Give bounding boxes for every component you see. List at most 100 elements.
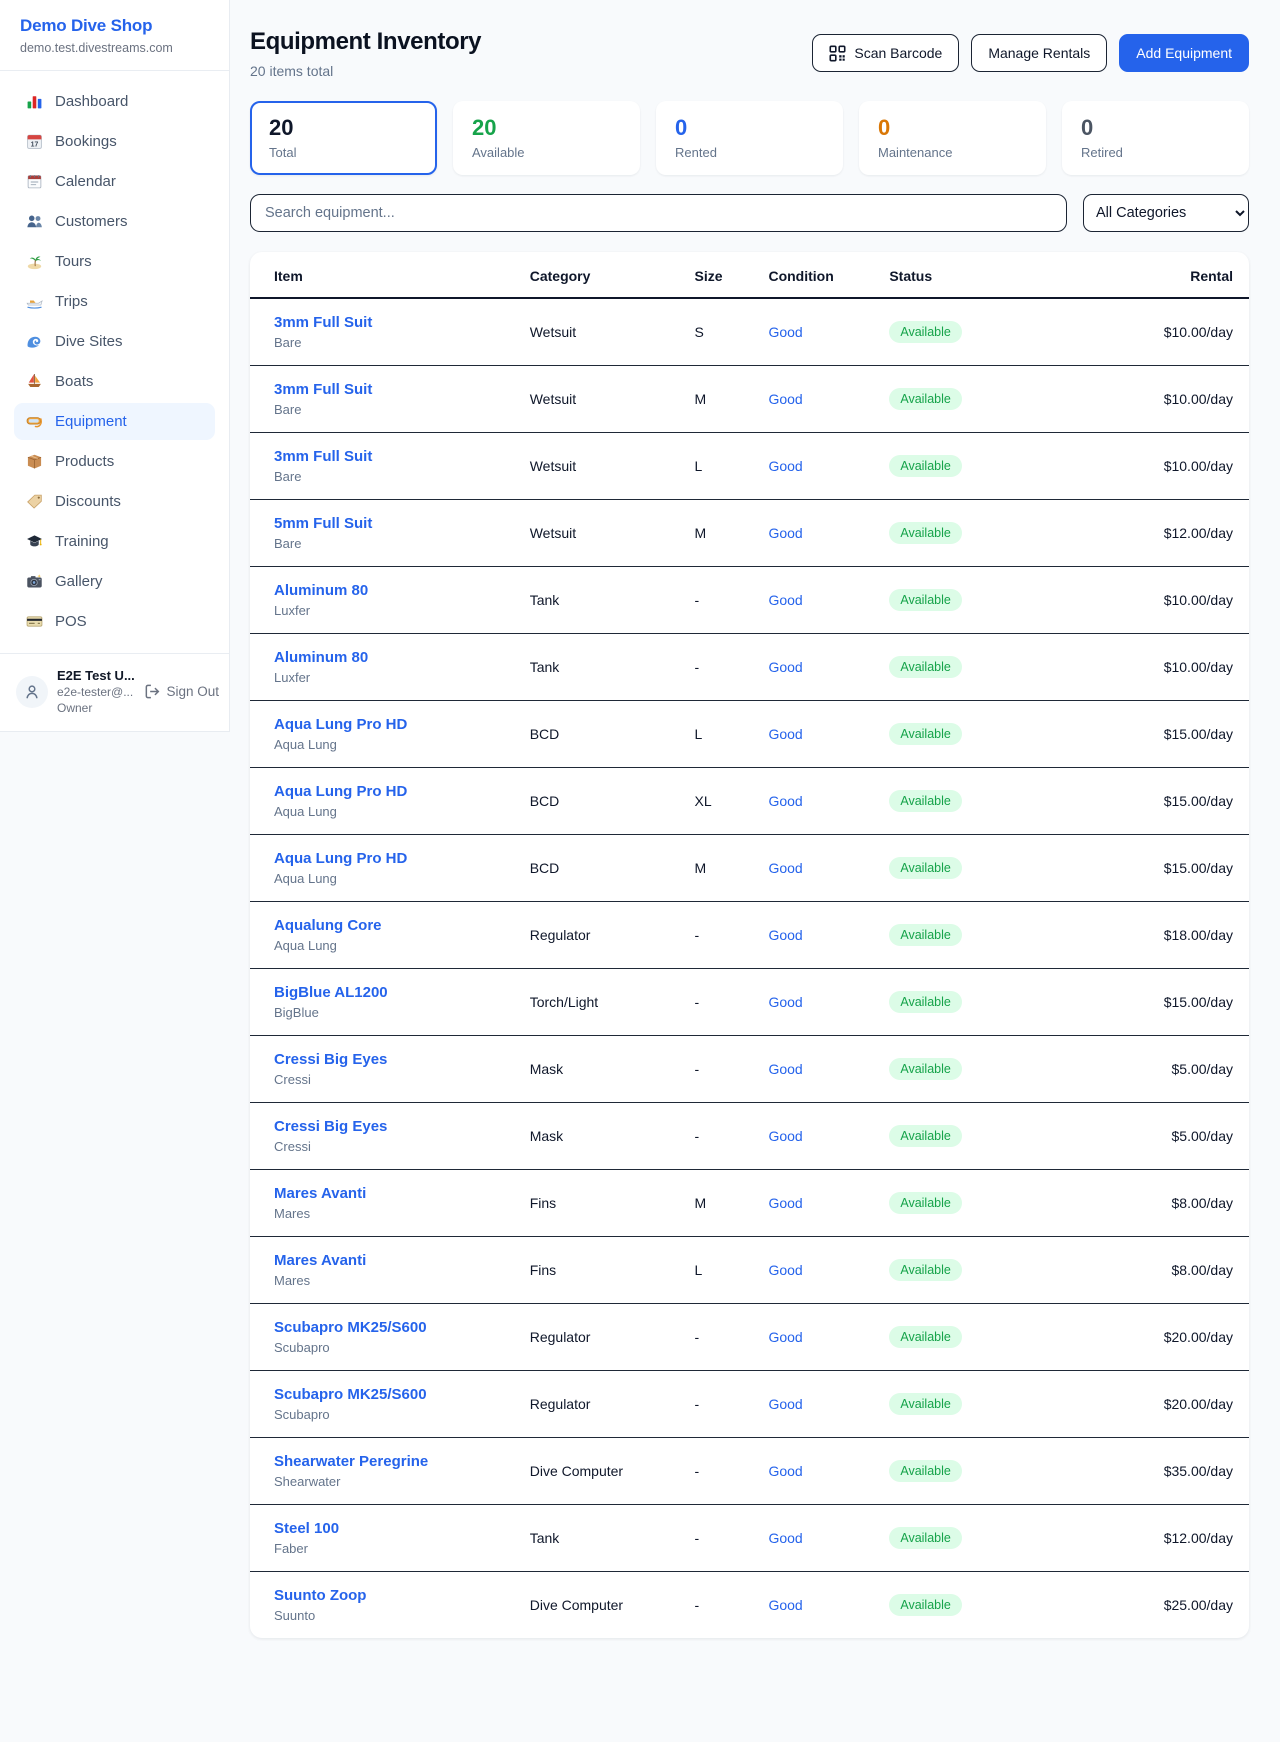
item-name-link[interactable]: 5mm Full Suit xyxy=(274,515,373,532)
item-name-link[interactable]: Aluminum 80 xyxy=(274,649,369,666)
sidebar-item-gallery[interactable]: Gallery xyxy=(14,563,215,600)
item-name-link[interactable]: Steel 100 xyxy=(274,1520,340,1537)
item-condition-link[interactable]: Good xyxy=(768,860,803,876)
status-badge: Available xyxy=(889,1259,962,1281)
item-condition-link[interactable]: Good xyxy=(768,659,803,675)
item-condition-cell: Good xyxy=(756,1370,878,1438)
status-badge: Available xyxy=(889,1058,962,1080)
item-name-link[interactable]: Suunto Zoop xyxy=(274,1587,367,1604)
scan-barcode-button[interactable]: Scan Barcode xyxy=(812,34,960,72)
tag-icon xyxy=(26,493,43,510)
item-condition-cell: Good xyxy=(756,1437,878,1505)
item-rental: $15.00/day xyxy=(1001,700,1249,768)
stat-card[interactable]: 0 Maintenance xyxy=(859,101,1046,175)
stat-card[interactable]: 0 Retired xyxy=(1062,101,1249,175)
sidebar-item-label: Trips xyxy=(55,293,88,310)
package-icon xyxy=(26,453,43,470)
search-input[interactable] xyxy=(250,194,1067,232)
item-name-link[interactable]: Aqua Lung Pro HD xyxy=(274,716,408,733)
sidebar-item-label: Bookings xyxy=(55,133,117,150)
item-condition-link[interactable]: Good xyxy=(768,324,803,340)
item-condition-link[interactable]: Good xyxy=(768,458,803,474)
stat-card[interactable]: 20 Available xyxy=(453,101,640,175)
item-condition-cell: Good xyxy=(756,968,878,1036)
item-condition-link[interactable]: Good xyxy=(768,793,803,809)
item-condition-cell: Good xyxy=(756,365,878,433)
item-name-link[interactable]: Cressi Big Eyes xyxy=(274,1118,388,1135)
item-status-cell: Available xyxy=(877,1437,1002,1505)
item-condition-link[interactable]: Good xyxy=(768,1530,803,1546)
sidebar-item-boats[interactable]: Boats xyxy=(14,363,215,400)
item-name-link[interactable]: 3mm Full Suit xyxy=(274,448,373,465)
status-badge: Available xyxy=(889,790,962,812)
item-condition-link[interactable]: Good xyxy=(768,726,803,742)
item-condition-link[interactable]: Good xyxy=(768,525,803,541)
item-condition-link[interactable]: Good xyxy=(768,994,803,1010)
status-badge: Available xyxy=(889,455,962,477)
item-cell: Mares Avanti Mares xyxy=(250,1236,518,1304)
item-name-link[interactable]: Aqua Lung Pro HD xyxy=(274,783,408,800)
manage-rentals-button[interactable]: Manage Rentals xyxy=(971,34,1108,72)
item-condition-link[interactable]: Good xyxy=(768,592,803,608)
stat-card[interactable]: 0 Rented xyxy=(656,101,843,175)
sidebar-item-products[interactable]: Products xyxy=(14,443,215,480)
item-name-link[interactable]: 3mm Full Suit xyxy=(274,381,373,398)
item-name-link[interactable]: 3mm Full Suit xyxy=(274,314,373,331)
sidebar-item-dashboard[interactable]: Dashboard xyxy=(14,83,215,120)
stat-card[interactable]: 20 Total xyxy=(250,101,437,175)
item-brand: Suunto xyxy=(274,1608,316,1623)
item-name-link[interactable]: Scubapro MK25/S600 xyxy=(274,1319,427,1336)
sidebar-item-dive-sites[interactable]: Dive Sites xyxy=(14,323,215,360)
item-name-link[interactable]: BigBlue AL1200 xyxy=(274,984,388,1001)
item-name-link[interactable]: Cressi Big Eyes xyxy=(274,1051,388,1068)
item-name-link[interactable]: Mares Avanti xyxy=(274,1252,367,1269)
item-condition-link[interactable]: Good xyxy=(768,1329,803,1345)
sidebar-item-equipment[interactable]: Equipment xyxy=(14,403,215,440)
sidebar-item-label: Gallery xyxy=(55,573,103,590)
status-badge: Available xyxy=(889,1326,962,1348)
item-status-cell: Available xyxy=(877,767,1002,835)
item-name-link[interactable]: Aqua Lung Pro HD xyxy=(274,850,408,867)
item-status-cell: Available xyxy=(877,499,1002,567)
item-name-link[interactable]: Scubapro MK25/S600 xyxy=(274,1386,427,1403)
user-info: E2E Test U... e2e-tester@... Owner xyxy=(57,668,135,715)
item-name-link[interactable]: Mares Avanti xyxy=(274,1185,367,1202)
item-status-cell: Available xyxy=(877,1236,1002,1304)
item-cell: Shearwater Peregrine Shearwater xyxy=(250,1437,518,1505)
add-equipment-button[interactable]: Add Equipment xyxy=(1119,34,1249,72)
item-cell: Cressi Big Eyes Cressi xyxy=(250,1102,518,1170)
item-condition-link[interactable]: Good xyxy=(768,1195,803,1211)
item-condition-link[interactable]: Good xyxy=(768,1463,803,1479)
item-name-link[interactable]: Shearwater Peregrine xyxy=(274,1453,429,1470)
sidebar-item-bookings[interactable]: 17 Bookings xyxy=(14,123,215,160)
item-brand: Mares xyxy=(274,1273,311,1288)
item-rental: $15.00/day xyxy=(1001,834,1249,902)
sidebar-item-training[interactable]: Training xyxy=(14,523,215,560)
stat-label: Total xyxy=(269,145,297,160)
item-condition-link[interactable]: Good xyxy=(768,1128,803,1144)
item-brand: Cressi xyxy=(274,1139,311,1154)
item-status-cell: Available xyxy=(877,1035,1002,1103)
item-condition-link[interactable]: Good xyxy=(768,391,803,407)
user-name: E2E Test U... xyxy=(57,668,135,683)
item-name-link[interactable]: Aluminum 80 xyxy=(274,582,369,599)
sidebar-item-customers[interactable]: Customers xyxy=(14,203,215,240)
item-name-link[interactable]: Aqualung Core xyxy=(274,917,382,934)
item-cell: Aqua Lung Pro HD Aqua Lung xyxy=(250,834,518,902)
item-brand: Aqua Lung xyxy=(274,804,337,819)
item-condition-link[interactable]: Good xyxy=(768,1396,803,1412)
sign-out-button[interactable]: Sign Out xyxy=(144,683,223,700)
item-condition-link[interactable]: Good xyxy=(768,1597,803,1613)
sidebar-item-tours[interactable]: Tours xyxy=(14,243,215,280)
item-condition-link[interactable]: Good xyxy=(768,927,803,943)
sidebar-item-calendar[interactable]: Calendar xyxy=(14,163,215,200)
item-condition-link[interactable]: Good xyxy=(768,1061,803,1077)
item-brand: Bare xyxy=(274,469,302,484)
sidebar-item-trips[interactable]: Trips xyxy=(14,283,215,320)
item-size: L xyxy=(682,1236,757,1304)
category-select[interactable]: All Categories xyxy=(1083,194,1249,232)
status-badge: Available xyxy=(889,388,962,410)
item-condition-link[interactable]: Good xyxy=(768,1262,803,1278)
sidebar-item-discounts[interactable]: Discounts xyxy=(14,483,215,520)
sidebar-item-pos[interactable]: POS xyxy=(14,603,215,640)
